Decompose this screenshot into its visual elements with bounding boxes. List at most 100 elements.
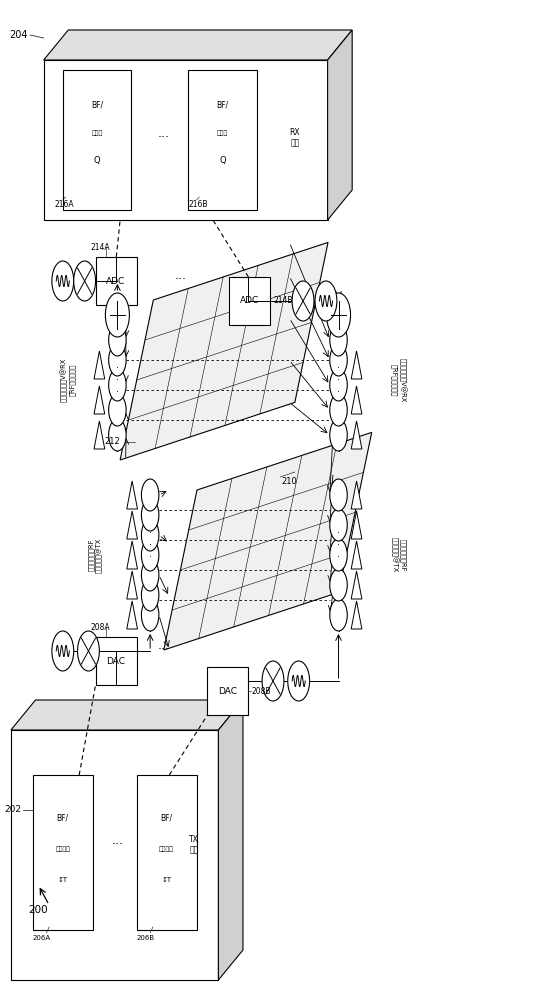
Text: ·
·
·: · · · xyxy=(337,363,340,397)
Polygon shape xyxy=(351,541,362,569)
Polygon shape xyxy=(351,481,362,509)
Text: 214B: 214B xyxy=(273,296,293,305)
Text: ·
·
·: · · · xyxy=(116,363,119,397)
Text: 用于子阵列，V@RX
的RF波束成形器: 用于子阵列，V@RX 的RF波束成形器 xyxy=(391,358,406,402)
Circle shape xyxy=(262,661,284,701)
Bar xyxy=(229,277,270,325)
Circle shape xyxy=(109,369,126,401)
Circle shape xyxy=(330,419,347,451)
Circle shape xyxy=(327,293,351,337)
Circle shape xyxy=(109,344,126,376)
Bar xyxy=(188,70,257,210)
Circle shape xyxy=(109,419,126,451)
Bar xyxy=(63,70,131,210)
Polygon shape xyxy=(127,481,138,509)
Text: 预编码器: 预编码器 xyxy=(159,847,174,852)
Text: ADC: ADC xyxy=(106,276,126,286)
Polygon shape xyxy=(351,351,362,379)
Text: RX
基带: RX 基带 xyxy=(289,128,300,148)
Polygon shape xyxy=(164,432,372,650)
Polygon shape xyxy=(127,601,138,629)
Circle shape xyxy=(315,281,337,321)
Text: DAC: DAC xyxy=(218,686,238,696)
Text: 208B: 208B xyxy=(251,686,271,696)
Bar xyxy=(136,775,197,930)
Text: 用于子阵列的RF
波束成形器@TX: 用于子阵列的RF 波束成形器@TX xyxy=(391,537,406,573)
Polygon shape xyxy=(94,421,105,449)
Circle shape xyxy=(141,559,159,591)
Text: 用于子阵列的RF
波束成形器@TX: 用于子阵列的RF 波束成形器@TX xyxy=(88,537,103,573)
Polygon shape xyxy=(351,421,362,449)
Text: DAC: DAC xyxy=(106,656,126,666)
Circle shape xyxy=(52,631,74,671)
Polygon shape xyxy=(94,386,105,414)
Circle shape xyxy=(330,394,347,426)
Circle shape xyxy=(141,499,159,531)
Text: 212: 212 xyxy=(104,438,120,446)
Circle shape xyxy=(330,599,347,631)
Polygon shape xyxy=(351,601,362,629)
Polygon shape xyxy=(11,730,218,980)
Circle shape xyxy=(109,394,126,426)
Text: 206A: 206A xyxy=(33,935,51,941)
Bar xyxy=(96,637,136,685)
Circle shape xyxy=(141,579,159,611)
Bar xyxy=(207,667,248,715)
Text: ADC: ADC xyxy=(240,296,259,305)
Polygon shape xyxy=(11,700,243,730)
Polygon shape xyxy=(127,541,138,569)
Circle shape xyxy=(330,569,347,601)
Text: BF/: BF/ xyxy=(216,101,229,109)
Polygon shape xyxy=(351,571,362,599)
Text: ···: ··· xyxy=(111,838,123,852)
Polygon shape xyxy=(44,60,328,220)
Text: BF/: BF/ xyxy=(161,814,173,823)
Text: 208A: 208A xyxy=(90,623,110,632)
Circle shape xyxy=(292,281,314,321)
Circle shape xyxy=(141,519,159,551)
Text: Q: Q xyxy=(219,156,226,165)
Text: BF/: BF/ xyxy=(91,101,103,109)
Polygon shape xyxy=(127,511,138,539)
Text: 均衡器: 均衡器 xyxy=(91,130,103,136)
Text: 216A: 216A xyxy=(55,200,74,209)
Text: ·
·
·: · · · xyxy=(149,528,152,562)
Text: 预编码器: 预编码器 xyxy=(55,847,70,852)
Circle shape xyxy=(330,324,347,356)
Text: ···: ··· xyxy=(158,131,170,144)
Text: BF/: BF/ xyxy=(57,814,69,823)
Circle shape xyxy=(288,661,310,701)
Text: 均衡器: 均衡器 xyxy=(217,130,228,136)
Text: 216B: 216B xyxy=(188,200,208,209)
Polygon shape xyxy=(44,30,352,60)
Polygon shape xyxy=(120,242,328,460)
Text: Q: Q xyxy=(93,156,100,165)
Circle shape xyxy=(105,293,129,337)
Circle shape xyxy=(52,261,74,301)
Text: 204: 204 xyxy=(9,30,27,40)
Text: ↕T: ↕T xyxy=(58,877,68,883)
Circle shape xyxy=(330,479,347,511)
Bar xyxy=(33,775,93,930)
Circle shape xyxy=(330,369,347,401)
Text: 206B: 206B xyxy=(136,935,155,941)
Circle shape xyxy=(141,539,159,571)
Text: ·
·
·: · · · xyxy=(337,528,340,562)
Polygon shape xyxy=(351,511,362,539)
Circle shape xyxy=(141,479,159,511)
Text: ↕T: ↕T xyxy=(162,877,171,883)
Circle shape xyxy=(330,344,347,376)
Text: ···: ··· xyxy=(174,273,186,286)
Text: ···: ··· xyxy=(158,644,170,656)
Circle shape xyxy=(78,631,99,671)
Circle shape xyxy=(109,324,126,356)
Circle shape xyxy=(141,599,159,631)
Text: 200: 200 xyxy=(28,905,48,915)
Circle shape xyxy=(330,539,347,571)
Polygon shape xyxy=(218,700,243,980)
Circle shape xyxy=(330,509,347,541)
Text: 210: 210 xyxy=(281,477,297,486)
Polygon shape xyxy=(127,571,138,599)
Polygon shape xyxy=(351,386,362,414)
Polygon shape xyxy=(328,30,352,220)
